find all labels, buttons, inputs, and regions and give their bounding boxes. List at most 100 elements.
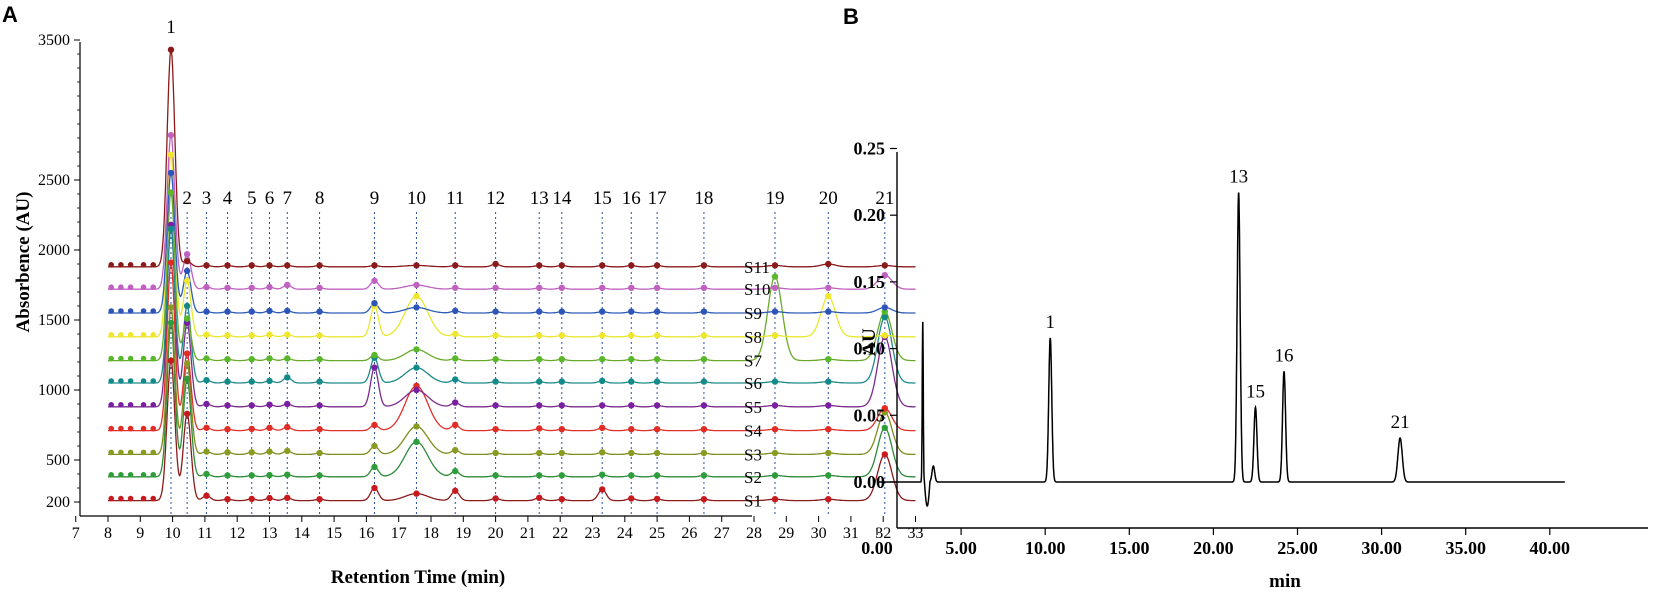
series-label-S8: S8 (744, 328, 762, 347)
marker-S11-pre (108, 262, 115, 268)
a-y-axis-label: Absorbence (AU) (13, 192, 34, 333)
a-peak-label-8: 8 (315, 188, 325, 209)
trace-S6 (108, 228, 916, 384)
marker-S7-6 (266, 355, 273, 362)
b-chromatogram-trace (877, 192, 1565, 507)
marker-S3-pre (108, 449, 115, 456)
marker-S1-15 (598, 486, 606, 493)
marker-S1-13 (536, 494, 543, 501)
marker-S9-15 (598, 308, 606, 315)
marker-S8-pre (140, 332, 147, 338)
marker-S2-14 (558, 472, 566, 479)
trace-S4 (108, 262, 916, 432)
marker-S6-7 (284, 374, 291, 381)
marker-S10-pre (118, 284, 124, 291)
marker-S10-8 (316, 284, 323, 291)
marker-S8-20 (825, 293, 832, 300)
a-peak-label-20: 20 (819, 188, 838, 209)
marker-S11-3 (203, 262, 210, 269)
marker-S1-8 (316, 496, 323, 503)
series-label-S10: S10 (744, 280, 770, 299)
marker-S1-4 (224, 496, 231, 503)
marker-S3-pre (118, 449, 124, 456)
marker-S11-13 (536, 262, 543, 269)
marker-S8-21 (881, 332, 889, 339)
b-peak-labels: 1 13 15 16 21 (1045, 167, 1409, 433)
b-x-axis-label: min (1269, 571, 1301, 592)
marker-S7-20 (825, 356, 832, 363)
marker-S3-19 (771, 449, 779, 457)
a-x-tick-label: 19 (455, 525, 471, 542)
b-peak-label-15: 15 (1246, 381, 1265, 402)
a-peak-label-5: 5 (247, 188, 257, 209)
marker-S4-1 (167, 259, 175, 266)
marker-S10-pre (108, 284, 115, 291)
marker-S9-pre (108, 308, 115, 314)
marker-S8-19 (771, 332, 779, 339)
a-peak-label-4: 4 (223, 188, 233, 209)
panel-label-a: A (2, 2, 18, 27)
b-x-tick-label: 30.00 (1361, 538, 1402, 558)
marker-S10-3 (203, 283, 210, 291)
marker-S3-7 (284, 447, 291, 455)
marker-S1-10 (413, 490, 420, 497)
marker-S1-20 (825, 496, 832, 503)
marker-S9-9 (371, 299, 378, 307)
a-x-tick-label: 24 (617, 525, 633, 542)
marker-S4-11 (452, 421, 459, 429)
series-label-S11: S11 (744, 258, 770, 277)
marker-S2-pre (127, 472, 134, 478)
marker-S7-pre (127, 355, 134, 362)
marker-S7-7 (284, 355, 291, 362)
b-y-tick-label: 0.15 (854, 272, 886, 292)
marker-S10-4 (224, 284, 231, 291)
a-x-tick-label: 8 (104, 525, 112, 542)
marker-S9-pre (118, 308, 124, 314)
marker-S4-19 (771, 426, 779, 433)
marker-S10-pre (127, 284, 134, 291)
marker-S9-4 (224, 308, 231, 315)
marker-S5-pre (140, 402, 147, 408)
marker-S2-6 (266, 471, 273, 479)
marker-S6-5 (248, 378, 255, 385)
marker-S5-4 (224, 402, 231, 409)
b-x-tick-label: 25.00 (1277, 538, 1318, 558)
marker-S9-5 (248, 308, 255, 315)
marker-S1-1 (167, 357, 175, 364)
marker-S10-5 (248, 284, 255, 291)
marker-S5-11 (452, 399, 459, 406)
marker-S8-5 (248, 332, 255, 339)
series-label-S6: S6 (744, 374, 762, 393)
marker-S3-13 (536, 449, 543, 457)
a-x-tick-label: 21 (520, 525, 536, 542)
marker-S11-4 (224, 262, 231, 269)
marker-S5-6 (266, 401, 273, 408)
a-x-tick-label: 7 (72, 525, 80, 542)
marker-S3-pre (140, 449, 147, 456)
a-x-tick-label: 23 (585, 525, 601, 542)
marker-S5-8 (316, 402, 323, 409)
marker-S2-pre (118, 472, 124, 478)
marker-S9-3 (203, 308, 210, 315)
marker-S11-8 (316, 262, 323, 269)
marker-S1-19 (771, 496, 779, 503)
marker-S6-6 (266, 377, 273, 385)
marker-S4-17 (653, 426, 661, 433)
marker-S9-7 (284, 307, 291, 315)
series-label-S4: S4 (744, 422, 762, 441)
marker-S8-18 (700, 332, 708, 339)
marker-S9-2 (183, 267, 191, 275)
marker-S7-2 (183, 315, 191, 322)
marker-S9-10 (413, 304, 420, 311)
marker-S3-3 (203, 448, 210, 455)
a-x-tick-label: 22 (552, 525, 568, 542)
a-peak-label-14: 14 (552, 188, 572, 209)
marker-S5-14 (558, 402, 566, 409)
a-peak-label-17: 17 (648, 188, 667, 209)
marker-S11-20 (825, 260, 832, 268)
a-x-tick-label: 16 (358, 525, 374, 542)
a-x-tick-label: 33 (908, 525, 924, 542)
b-y-tick-label: 0.10 (854, 339, 886, 359)
marker-S1-2 (183, 410, 191, 417)
marker-S2-18 (700, 472, 708, 479)
